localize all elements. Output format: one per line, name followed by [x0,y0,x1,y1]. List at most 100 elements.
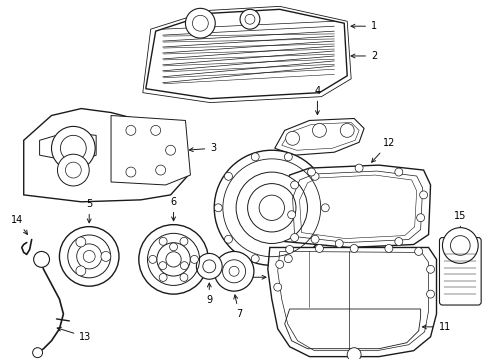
Circle shape [214,204,222,212]
Circle shape [426,290,434,298]
Polygon shape [24,109,188,202]
Circle shape [148,255,156,264]
Circle shape [51,126,95,170]
Circle shape [180,237,187,245]
Text: 4: 4 [314,86,320,114]
Text: 1: 1 [350,21,376,31]
Circle shape [416,214,424,222]
FancyBboxPatch shape [439,238,480,305]
Circle shape [247,184,295,232]
Circle shape [159,237,167,245]
Circle shape [273,283,281,291]
Circle shape [284,153,292,161]
Circle shape [57,154,89,186]
Circle shape [251,255,259,263]
Circle shape [346,348,360,360]
Circle shape [290,234,298,242]
Circle shape [190,255,198,264]
Circle shape [126,125,136,135]
Circle shape [222,260,245,283]
Text: 3: 3 [189,143,216,153]
Circle shape [65,162,81,178]
Circle shape [224,172,232,180]
Text: 14: 14 [11,215,27,234]
Circle shape [229,266,239,276]
Circle shape [150,125,161,135]
Circle shape [315,244,323,252]
Polygon shape [111,116,190,185]
Circle shape [426,265,434,273]
Circle shape [76,237,86,247]
Text: 2: 2 [350,51,377,61]
Circle shape [419,191,427,199]
Circle shape [33,348,42,357]
Circle shape [312,123,325,137]
Text: 12: 12 [371,138,394,162]
Polygon shape [40,132,96,162]
Circle shape [224,235,232,243]
Circle shape [139,225,208,294]
Circle shape [214,150,328,265]
Circle shape [203,260,215,273]
Polygon shape [274,118,364,155]
Circle shape [414,247,422,255]
Text: 6: 6 [170,197,176,221]
Circle shape [165,252,181,267]
Circle shape [192,15,208,31]
Text: 15: 15 [453,211,466,237]
Circle shape [340,123,353,137]
Circle shape [284,255,292,263]
Circle shape [310,235,318,243]
Circle shape [60,227,119,286]
Circle shape [159,274,167,282]
Circle shape [349,244,357,252]
Circle shape [83,251,95,262]
Circle shape [307,168,315,176]
Circle shape [169,243,177,251]
Circle shape [77,244,102,269]
Circle shape [214,251,253,291]
Circle shape [185,8,215,38]
Circle shape [442,228,477,264]
Circle shape [449,236,469,255]
Circle shape [285,246,293,253]
Circle shape [394,238,402,246]
Text: 8: 8 [332,178,353,188]
Circle shape [290,181,298,189]
Circle shape [159,262,166,270]
Circle shape [101,251,111,261]
Circle shape [310,172,318,180]
Circle shape [335,239,343,247]
Circle shape [180,274,187,282]
Circle shape [394,168,402,176]
Circle shape [155,165,165,175]
Circle shape [61,135,86,161]
Circle shape [165,145,175,155]
Circle shape [251,153,259,161]
Circle shape [275,260,283,268]
Text: 5: 5 [86,199,92,223]
Polygon shape [145,9,346,99]
Text: 7: 7 [233,295,242,319]
Circle shape [180,262,188,270]
Polygon shape [281,165,429,247]
Text: 10: 10 [229,272,265,282]
Circle shape [244,14,254,24]
Text: 9: 9 [206,283,212,305]
Circle shape [240,9,259,29]
Text: 13: 13 [57,327,91,342]
Circle shape [236,172,307,243]
Circle shape [76,266,86,276]
Circle shape [196,253,222,279]
Circle shape [354,164,362,172]
Circle shape [157,243,190,276]
Polygon shape [267,247,436,357]
Circle shape [34,251,49,267]
Circle shape [321,204,328,212]
Circle shape [259,195,284,220]
Text: 11: 11 [422,322,450,332]
Circle shape [384,244,392,252]
Circle shape [287,211,295,219]
Circle shape [126,167,136,177]
Circle shape [285,131,299,145]
